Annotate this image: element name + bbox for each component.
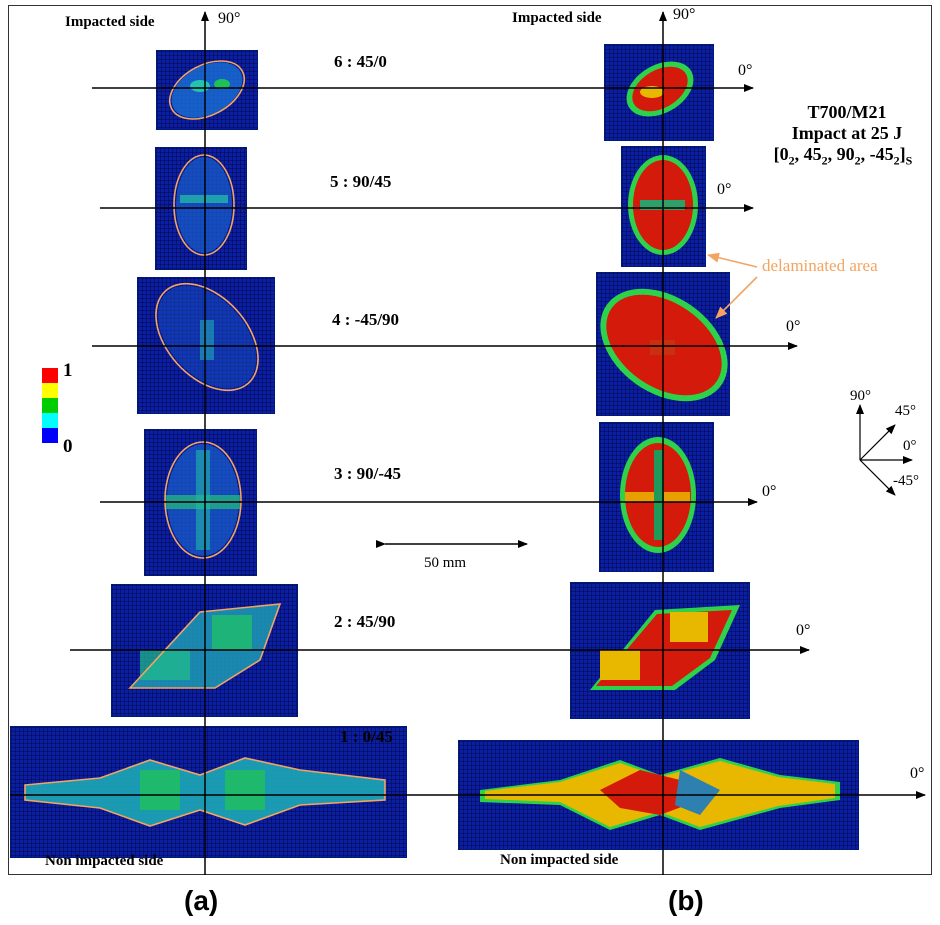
panel-label-a: (a) [184, 885, 219, 916]
scale-swatch-red [42, 368, 58, 383]
damage-b-6 [626, 61, 694, 117]
orient-0-label: 0° [903, 438, 917, 454]
specimen-impact: Impact at 25 J [791, 123, 903, 143]
panel-label-b: (b) [668, 885, 704, 916]
non-impacted-side-label-a: Non impacted side [45, 853, 164, 869]
figure-frame [8, 5, 932, 875]
scale-swatch-blue [42, 428, 58, 443]
interface-label-4: 4 : -45/90 [332, 310, 400, 329]
scale-bar-label: 50 mm [424, 555, 467, 571]
specimen-info: T700/M21 Impact at 25 J [02, 452, 902, -… [762, 102, 932, 172]
delaminated-area-label: delaminated area [762, 256, 878, 275]
scale-min-label: 0 [63, 436, 73, 457]
damage-b-2 [590, 605, 740, 690]
specimen-layup: [02, 452, 902, -452]S [773, 144, 913, 168]
damage-b-3 [620, 437, 696, 553]
axis-0-label-5: 0° [717, 181, 732, 198]
interface-label-2: 2 : 45/90 [334, 612, 396, 631]
non-impacted-side-label-b: Non impacted side [500, 852, 619, 868]
scale-max-label: 1 [63, 360, 73, 381]
axis-0-label-2: 0° [796, 622, 811, 639]
damage-a-5 [173, 154, 235, 256]
axis-0-label-4: 0° [786, 318, 801, 335]
interface-label-1: 1 : 0/45 [340, 727, 393, 746]
interface-label-5: 5 : 90/45 [330, 172, 392, 191]
orient-minus45-label: -45° [893, 473, 919, 489]
axis-90-label-b: 90° [673, 6, 696, 23]
impacted-side-label-a: Impacted side [65, 14, 155, 30]
axis-0-label-1: 0° [910, 765, 925, 782]
scale-swatch-green [42, 398, 58, 413]
damage-b-1 [480, 758, 840, 830]
specimen-material: T700/M21 [807, 102, 887, 122]
scale-swatch-yellow [42, 383, 58, 398]
interface-label-6: 6 : 45/0 [334, 52, 387, 71]
axis-0-label-3: 0° [762, 483, 777, 500]
damage-a-4 [155, 282, 259, 392]
orient-90-label: 90° [850, 388, 871, 404]
damage-a-3 [164, 441, 242, 559]
scale-swatch-cyan [42, 413, 58, 428]
map-a-interface-6 [156, 50, 258, 130]
axis-90-label-a: 90° [218, 10, 241, 27]
damage-a-6 [168, 60, 246, 120]
damage-b-4 [600, 288, 728, 402]
interface-label-3: 3 : 90/-45 [334, 464, 402, 483]
orientation-key [856, 404, 913, 496]
impacted-side-label-b: Impacted side [512, 10, 602, 26]
orient-45-label: 45° [895, 403, 916, 419]
axis-0-label-6: 0° [738, 62, 753, 79]
